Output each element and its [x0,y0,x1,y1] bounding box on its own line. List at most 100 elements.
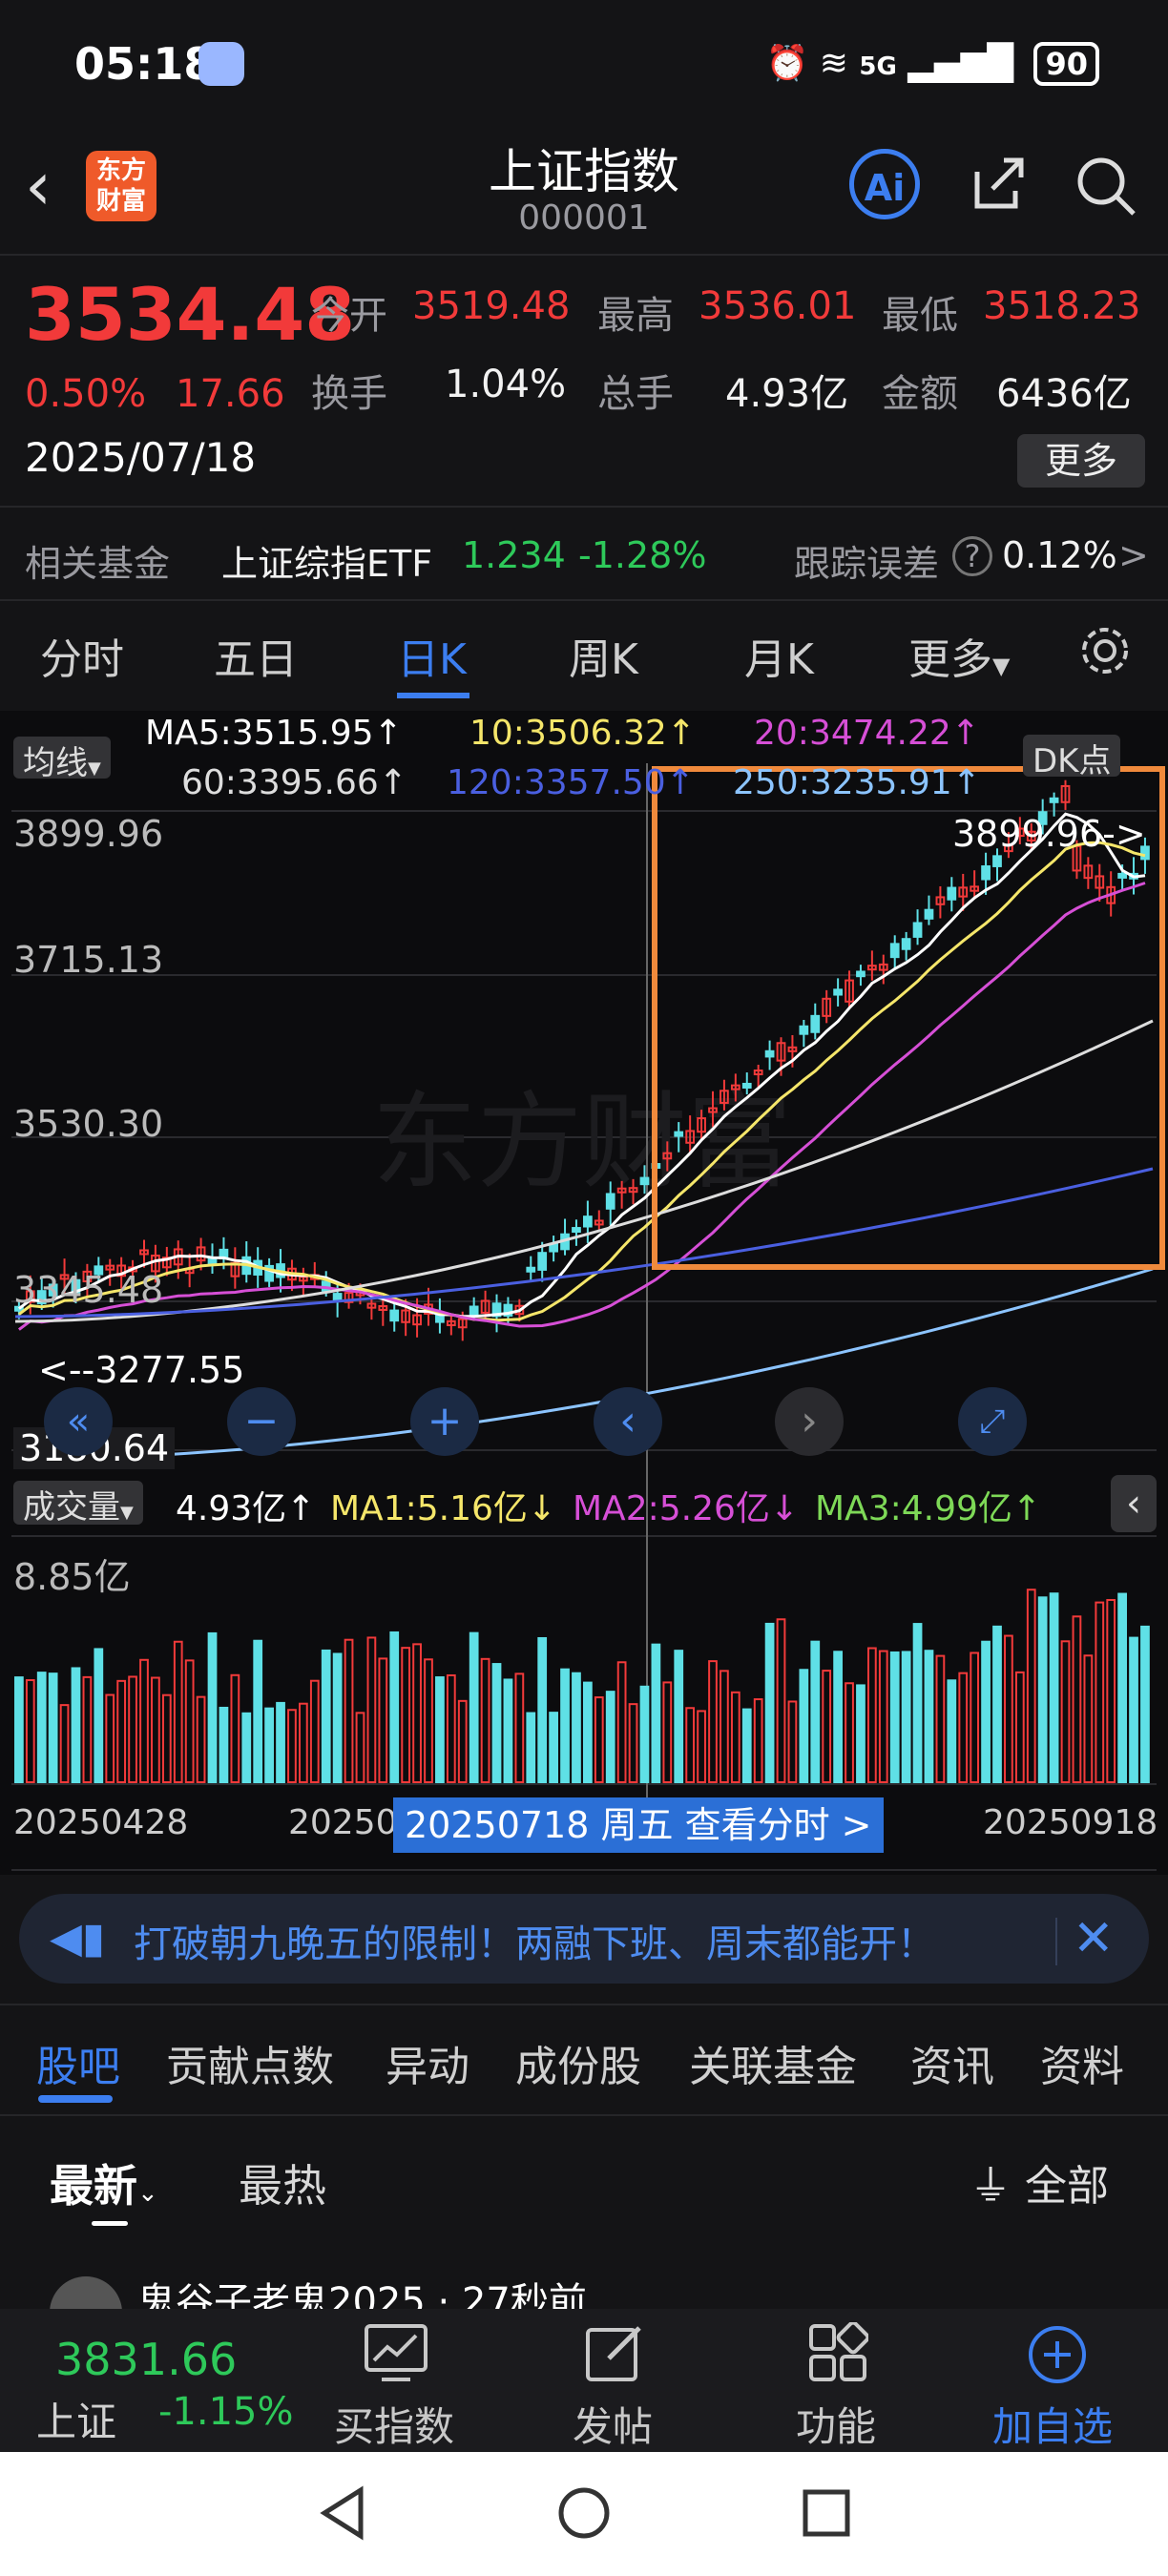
volume-bar [720,1670,729,1783]
candle [366,1302,377,1309]
divider [0,254,1168,256]
close-icon[interactable]: ✕ [1073,1910,1115,1967]
ma120-label: 120:3357.50↑ [447,763,695,802]
axis-label-top: 3899.96 [13,813,164,855]
zoom-in-icon[interactable]: + [410,1387,479,1456]
dk-point-button[interactable]: DK点 [1023,735,1121,780]
volume-bar [241,1712,252,1783]
scroll-left-icon[interactable]: ‹ [594,1387,662,1456]
ai-assistant-button[interactable]: Ai [849,149,920,219]
more-button[interactable]: 更多 [1017,434,1145,488]
candle [958,886,969,898]
tab-related-funds[interactable]: 关联基金 [689,2043,857,2091]
volume-bar [935,1654,946,1783]
volume-bar [1140,1625,1150,1783]
wifi-icon: ≋ [819,44,848,83]
volume-bar [856,1684,866,1783]
network-label: 5G [859,52,897,81]
chart-trend-icon[interactable] [363,2322,429,2383]
nav-back-icon[interactable] [315,2484,372,2542]
candle [639,1176,650,1186]
tab-forum[interactable]: 股吧 [36,2043,120,2091]
candle [1026,830,1036,841]
crosshair-date-button[interactable]: 20250718 周五 查看分时 > [393,1797,884,1853]
volume-bar [947,1679,957,1783]
notice-banner[interactable] [19,1894,1149,1984]
tab-week-k[interactable]: 周K [569,635,638,684]
tab-intraday[interactable]: 分时 [40,635,124,684]
candle [196,1246,206,1262]
share-icon[interactable] [968,153,1029,214]
buy-index-button[interactable]: 买指数 [334,2403,455,2450]
search-icon[interactable] [1073,153,1139,219]
volume-bar [810,1640,821,1783]
volume-bar [1014,1671,1025,1783]
post-button[interactable]: 发帖 [573,2403,654,2450]
function-button[interactable]: 功能 [796,2403,877,2450]
settings-gear-icon[interactable] [1076,622,1134,679]
apps-icon[interactable] [807,2322,868,2383]
candle [741,1082,752,1089]
sort-latest[interactable]: 最新⌄ [50,2151,158,2214]
ma-selector[interactable]: 均线▼ [13,737,111,782]
add-watchlist-button[interactable]: 加自选 [992,2403,1114,2450]
divider [0,2114,1168,2116]
tab-constituents[interactable]: 成份股 [515,2043,641,2091]
vol-ma1: MA1:5.16亿↓ [330,1489,557,1528]
notice-text[interactable]: 打破朝九晚五的限制！两融下班、周末都能开！ [134,1922,935,1966]
scroll-left-fast-icon[interactable]: « [44,1387,113,1456]
tab-more[interactable]: 更多▼ [908,625,1010,686]
candle [981,865,991,881]
fund-name[interactable]: 上证综指ETF [221,543,433,585]
tab-contribution[interactable]: 贡献点数 [166,2043,334,2091]
highlight-box [652,766,1165,1270]
volume-bar [651,1643,661,1784]
back-icon[interactable]: ‹ [25,147,52,225]
candle [924,908,934,920]
volume-bar [958,1672,969,1784]
candle [526,1266,536,1273]
filter-button[interactable]: ⏚ 全部 [970,2151,1109,2212]
sort-hot[interactable]: 最热 [239,2160,326,2212]
avatar[interactable] [50,2276,122,2309]
status-time: 05:18 [74,38,215,90]
collapse-icon[interactable]: ‹ [1111,1475,1157,1532]
alarm-icon: ⏰ [765,44,809,83]
tab-day-k[interactable]: 日K [397,635,467,684]
candle [1117,872,1127,879]
tab-movement[interactable]: 异动 [386,2043,469,2091]
volume-bar [1083,1654,1094,1783]
tab-month-k[interactable]: 月K [744,635,814,684]
volume-bar [889,1651,900,1784]
scroll-right-icon[interactable]: › [775,1387,844,1456]
edit-icon[interactable] [584,2322,645,2383]
zoom-out-icon[interactable]: − [227,1387,296,1456]
change-percent: 0.50% [25,372,147,416]
nav-recents-icon[interactable] [800,2486,853,2540]
tab-news[interactable]: 资讯 [910,2043,994,2091]
kline-chart[interactable]: 东方财富 [0,711,1168,1875]
volume-bar [105,1693,115,1783]
volume-bar [514,1672,525,1783]
volume-bar [1037,1596,1048,1783]
fullscreen-icon[interactable]: ⤢ [958,1387,1027,1456]
axis-label-4: 3345.48 [13,1269,164,1311]
toolbar-change: -1.15% [158,2390,294,2434]
volume-bar [833,1651,843,1783]
volume-bar [424,1658,433,1783]
date-end: 20250918 [983,1803,1158,1842]
tab-five-day[interactable]: 五日 [214,635,298,684]
volume-bar [981,1640,991,1784]
add-circle-icon[interactable] [1027,2324,1088,2385]
volume-bar [741,1708,752,1783]
help-icon[interactable]: ? [952,536,992,576]
chevron-right-icon[interactable]: > [1118,534,1149,576]
candle [378,1304,388,1311]
post-preview[interactable]: 鬼谷子老鬼2025 · 27秒前 [50,2271,1168,2309]
tab-profile[interactable]: 资料 [1040,2043,1124,2091]
volume-bar [764,1622,775,1783]
nav-home-icon[interactable] [555,2484,613,2542]
volume-bar [1060,1640,1071,1783]
volume-bar [1129,1636,1138,1783]
volume-selector[interactable]: 成交量▼ [13,1481,143,1527]
